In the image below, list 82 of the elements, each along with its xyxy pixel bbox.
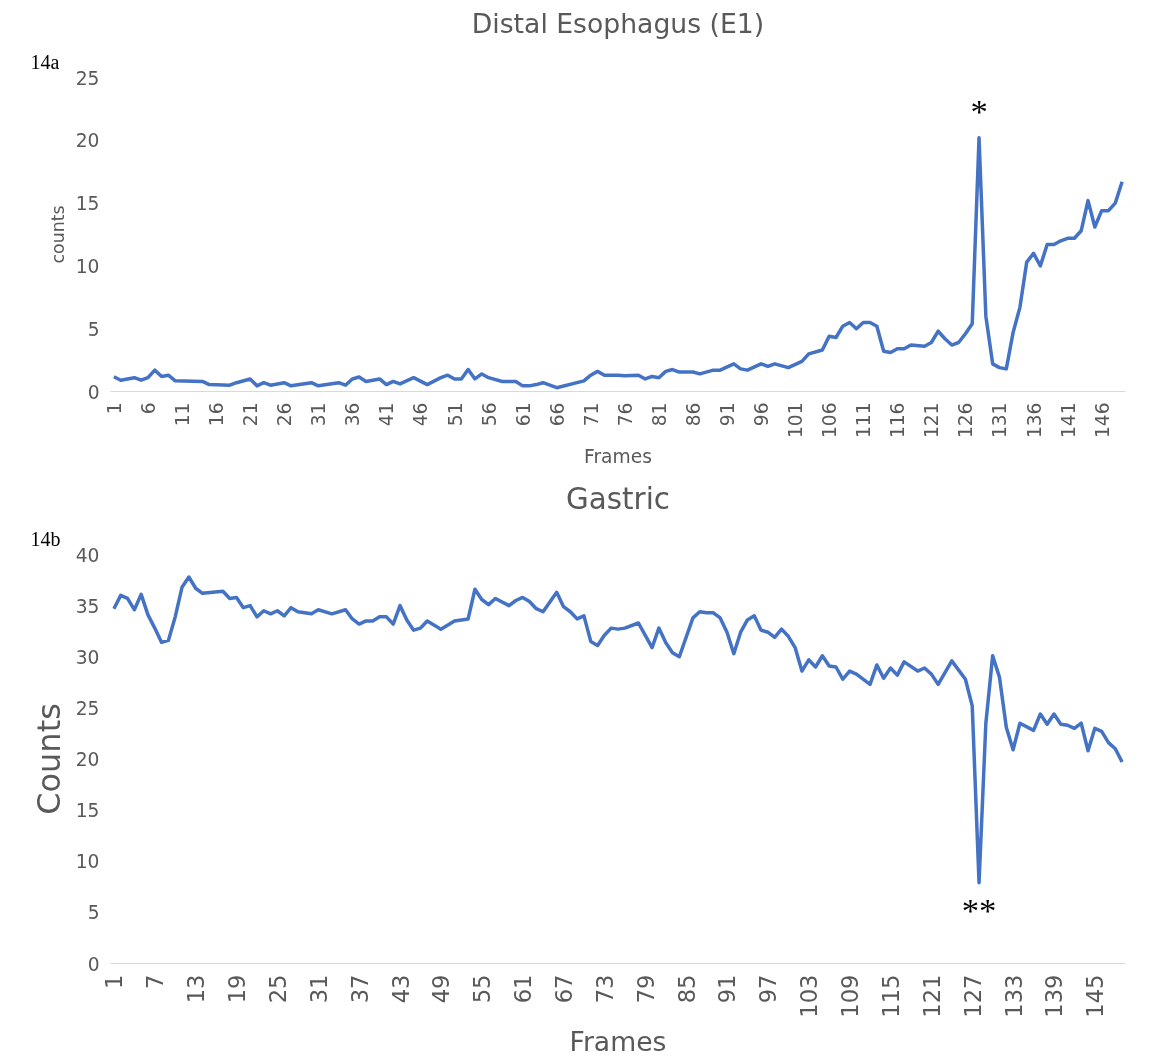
x-tick-label: 106: [819, 402, 841, 439]
x-tick-label: 81: [648, 402, 670, 427]
annotation: *: [970, 91, 988, 130]
y-tick-label: 5: [87, 318, 100, 340]
chart-title: Gastric: [566, 481, 670, 516]
x-tick-label: 46: [410, 402, 432, 427]
x-tick-label: 146: [1091, 402, 1113, 439]
x-tick-label: 91: [714, 974, 741, 1004]
line-series: [112, 575, 1124, 885]
x-tick-label: 31: [308, 402, 330, 427]
x-tick-label: 86: [682, 402, 704, 427]
text: 14b: [30, 527, 61, 550]
x-tick-label: 67: [551, 974, 577, 1004]
x-tick-label: 121: [918, 974, 945, 1018]
x-tick-label: 37: [346, 974, 373, 1004]
x-tick-label: 19: [224, 974, 251, 1004]
y-tick-label: 25: [75, 697, 100, 719]
x-axis-title: Frames: [584, 446, 652, 468]
x-tick-label: 26: [274, 402, 296, 427]
x-tick-label: 56: [478, 402, 500, 427]
x-tick-label: 25: [264, 974, 291, 1004]
x-tick-label: 131: [989, 402, 1011, 439]
x-tick-label: 103: [796, 974, 823, 1018]
x-tick-label: 139: [1041, 974, 1068, 1018]
y-tick-label: 0: [87, 953, 100, 975]
x-tick-label: 127: [959, 974, 986, 1018]
y-tick-label: 20: [75, 749, 100, 770]
y-tick-label: 10: [75, 851, 100, 873]
x-tick-label: 49: [428, 974, 455, 1004]
chart-title: Distal Esophagus (E1): [471, 7, 765, 39]
y-tick-label: 35: [75, 595, 100, 617]
x-tick-label: 96: [751, 402, 773, 427]
y-tick-label: 30: [75, 646, 100, 668]
x-tick-label: 116: [887, 402, 909, 439]
x-axis-title: Frames: [569, 1025, 667, 1057]
x-tick-label: 55: [469, 974, 496, 1004]
x-tick-label: 43: [387, 974, 414, 1004]
y-tick-label: 10: [75, 255, 100, 277]
x-tick-label: 85: [673, 974, 700, 1004]
x-tick-label: 21: [240, 402, 262, 427]
x-tick-label: 73: [591, 974, 618, 1004]
x-tick-label: 31: [305, 974, 332, 1004]
x-tick-label: 1: [101, 974, 128, 989]
y-axis-title: Counts: [29, 703, 68, 815]
y-tick-label: 15: [75, 193, 100, 215]
x-tick-label: 1: [103, 402, 125, 415]
x-tick-label: 115: [877, 974, 904, 1018]
y-tick-label: 20: [75, 130, 100, 152]
x-tick-label: 111: [853, 402, 875, 439]
x-tick-label: 6: [137, 402, 159, 415]
x-tick-label: 76: [614, 402, 636, 427]
x-tick-label: 109: [837, 974, 864, 1018]
line-series: [112, 136, 1124, 390]
x-tick-label: 66: [546, 402, 568, 427]
x-tick-label: 126: [955, 402, 977, 439]
x-tick-label: 71: [580, 402, 602, 427]
x-tick-label: 61: [510, 974, 537, 1004]
x-tick-label: 79: [632, 974, 659, 1004]
x-tick-label: 51: [444, 402, 466, 427]
text: 14a: [30, 50, 60, 73]
x-tick-label: 13: [183, 974, 210, 1004]
x-tick-label: 16: [206, 402, 228, 427]
y-axis-title: counts: [47, 205, 68, 264]
x-tick-label: 36: [342, 402, 364, 427]
x-tick-label: 11: [172, 402, 194, 427]
x-tick-label: 101: [785, 402, 807, 439]
y-tick-label: 25: [75, 67, 100, 89]
x-tick-label: 133: [1000, 974, 1027, 1018]
x-tick-label: 41: [376, 402, 398, 427]
x-tick-label: 61: [512, 402, 534, 427]
x-tick-label: 7: [142, 974, 169, 989]
x-tick-label: 141: [1057, 402, 1079, 439]
y-tick-label: 0: [87, 381, 100, 403]
x-tick-label: 121: [921, 402, 943, 439]
y-tick-label: 15: [75, 800, 100, 822]
x-tick-label: 97: [755, 974, 782, 1004]
annotation: **: [961, 890, 997, 929]
x-tick-label: 136: [1023, 402, 1045, 439]
y-tick-label: 40: [75, 544, 100, 566]
x-tick-label: 145: [1082, 974, 1109, 1018]
x-tick-label: 91: [716, 402, 738, 427]
y-tick-label: 5: [87, 902, 100, 924]
